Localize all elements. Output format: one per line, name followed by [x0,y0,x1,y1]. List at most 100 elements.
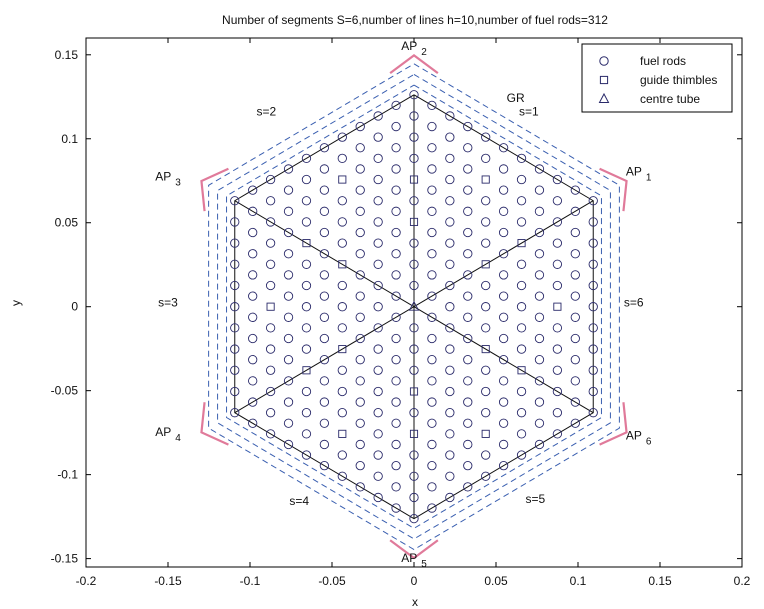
fuel-rod-marker [301,450,312,460]
fuel-rod-marker [516,280,527,291]
guide-thimble-marker [338,260,347,269]
guide-thimble-marker [409,387,419,396]
y-axis-label: y [9,300,23,306]
fuel-rod-marker [463,312,473,322]
fuel-rod-marker [427,164,437,174]
fuel-rod-marker [445,365,455,375]
fuel-rod-marker [265,386,276,397]
fuel-rod-marker [498,164,509,174]
fuel-rod-marker [373,280,383,291]
fuel-rod-marker [427,185,437,195]
fuel-rod-marker [481,280,491,291]
fuel-rod-marker [516,450,527,460]
fuel-rod-marker [498,418,509,428]
annotation-label: s=1 [519,104,539,118]
fuel-rod-marker [570,418,580,428]
fuel-rod-marker [427,206,437,216]
guide-thimble-marker [338,175,347,184]
fuel-rod-marker [391,482,401,492]
fuel-rod-marker [463,206,473,216]
fuel-rod-marker [301,217,312,227]
fuel-rod-marker [337,196,347,206]
fuel-rod-marker [391,206,401,216]
legend-label: centre tube [640,92,700,106]
legend-label: fuel rods [640,54,686,68]
y-tick-label: 0 [71,300,78,314]
annotation-label: s=4 [289,494,309,508]
fuel-rod-marker [391,503,401,513]
fuel-rod-marker [409,492,419,503]
guide-thimble-marker [338,429,347,438]
fuel-rod-marker [230,386,240,397]
fuel-rod-marker [516,259,527,269]
legend-centre-tube-marker [598,92,610,103]
fuel-rod-marker [248,376,258,386]
fuel-rod-marker [409,408,419,418]
fuel-rod-marker [463,143,473,153]
fuel-rod-marker [427,270,437,280]
fuel-rod-marker [445,323,455,333]
fuel-rod-marker [445,471,455,481]
fuel-rod-marker [248,418,258,428]
ap-bracket [389,539,439,560]
legend-guide-thimbles-marker [599,75,609,85]
fuel-rod-marker [355,270,365,280]
y-tick-label: 0.05 [55,216,79,230]
fuel-rod-marker [373,323,383,333]
fuel-rod-marker [463,227,473,238]
fuel-rod-marker [445,174,455,185]
fuel-rod-marker [283,376,294,386]
fuel-rod-marker [248,185,258,195]
fuel-rod-marker [248,397,258,407]
fuel-rod-marker [552,174,563,185]
fuel-rod-marker [319,333,330,344]
annotation-label: s=5 [526,492,546,506]
fuel-rod-marker [534,291,545,301]
fuel-rod-marker [319,355,330,365]
fuel-rod-marker [355,418,365,428]
fuel-rod-marker [265,259,276,269]
fuel-rod-marker [552,323,563,333]
fuel-rod-marker [409,238,419,248]
fuel-rod-marker [570,376,580,386]
fuel-rod-marker [337,323,347,333]
fuel-rod-marker [373,174,383,185]
fuel-rod-marker [230,302,240,312]
fuel-rod-marker [409,365,419,375]
fuel-rod-marker [427,376,437,386]
fuel-rod-marker [230,365,240,375]
ap-bracket [599,167,628,212]
fuel-rod-marker [319,312,330,322]
fuel-rod-marker [498,333,509,344]
y-axis: -0.15 -0.1 -0.05 0 0.05 0.1 0.15 [51,48,742,566]
guide-thimble-marker [481,429,490,438]
fuel-rod-marker [355,291,365,301]
fuel-rod-marker [445,238,455,248]
fuel-rod-marker [391,439,401,450]
guide-thimble-marker [481,345,490,354]
fuel-rod-marker [373,429,383,439]
segment-line [413,200,594,308]
fuel-rod-marker [265,196,276,206]
fuel-rod-marker [409,90,419,100]
fuel-rod-marker [534,206,545,216]
guide-thimble-marker [302,366,311,375]
fuel-rod-marker [355,397,365,407]
fuel-rod-marker [463,418,473,428]
fuel-rod-marker [552,344,563,354]
fuel-rod-marker [301,196,312,206]
fuel-rod-marker [373,302,383,312]
fuel-rod-marker [230,408,240,418]
fuel-rod-marker [534,249,545,259]
fuel-rod-marker [301,408,312,418]
fuel-rod-marker [588,302,598,312]
fuel-rod-marker [498,270,509,280]
fuel-rod-marker [516,174,527,185]
fuel-rod-marker [498,355,509,365]
fuel-rod-marker [409,153,419,163]
fuel-rod-marker [283,312,294,322]
fuel-rod-marker [355,439,365,450]
guide-thimble-marker [553,302,562,311]
fuel-rod-marker [391,249,401,259]
